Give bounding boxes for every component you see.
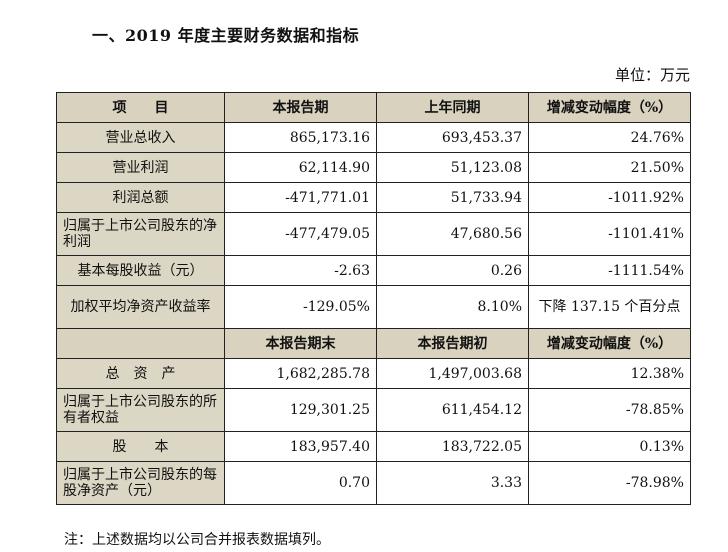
- change-value: 12.38%: [528, 358, 691, 389]
- table-row: 归属于上市公司股东的净利润 -477,479.05 47,680.56 -110…: [56, 212, 691, 256]
- header-period-end: 本报告期末: [224, 328, 377, 359]
- current-value: 62,114.90: [224, 152, 377, 183]
- current-value: -2.63: [224, 255, 377, 286]
- header-item: 项 目: [56, 92, 225, 123]
- section-heading: 一、2019 年度主要财务数据和指标: [92, 26, 360, 45]
- current-value: 0.70: [224, 461, 377, 505]
- row-label: 加权平均净资产收益率: [56, 285, 225, 329]
- table-row: 归属于上市公司股东的每股净资产（元） 0.70 3.33 -78.98%: [56, 461, 691, 505]
- change-value: -78.85%: [528, 388, 691, 432]
- row-label: 归属于上市公司股东的每股净资产（元）: [56, 461, 225, 505]
- row-label: 总 资 产: [56, 358, 225, 389]
- current-value: 129,301.25: [224, 388, 377, 432]
- previous-value: 51,733.94: [376, 182, 529, 213]
- table-row: 归属于上市公司股东的所有者权益 129,301.25 611,454.12 -7…: [56, 388, 691, 432]
- table-header-row: 项 目 本报告期 上年同期 增减变动幅度（%）: [56, 92, 691, 123]
- previous-value: 1,497,003.68: [376, 358, 529, 389]
- previous-value: 51,123.08: [376, 152, 529, 183]
- current-value: 183,957.40: [224, 431, 377, 462]
- row-label: 营业利润: [56, 152, 225, 183]
- row-label: 基本每股收益（元）: [56, 255, 225, 286]
- current-value: -477,479.05: [224, 212, 377, 256]
- change-value: 21.50%: [528, 152, 691, 183]
- current-value: 1,682,285.78: [224, 358, 377, 389]
- change-value: 24.76%: [528, 122, 691, 153]
- previous-value: 693,453.37: [376, 122, 529, 153]
- previous-value: 183,722.05: [376, 431, 529, 462]
- current-value: 865,173.16: [224, 122, 377, 153]
- header-period-start: 本报告期初: [376, 328, 529, 359]
- financial-data-table: 项 目 本报告期 上年同期 增减变动幅度（%） 营业总收入 865,173.16…: [56, 92, 691, 505]
- table-row: 总 资 产 1,682,285.78 1,497,003.68 12.38%: [56, 358, 691, 389]
- header-previous-period: 上年同期: [376, 92, 529, 123]
- header-item: [56, 328, 225, 359]
- row-label: 利润总额: [56, 182, 225, 213]
- footnote: 注：上述数据均以公司合并报表数据填列。: [64, 532, 330, 548]
- change-value: -78.98%: [528, 461, 691, 505]
- change-value: 0.13%: [528, 431, 691, 462]
- change-value: -1011.92%: [528, 182, 691, 213]
- previous-value: 3.33: [376, 461, 529, 505]
- previous-value: 0.26: [376, 255, 529, 286]
- row-label: 营业总收入: [56, 122, 225, 153]
- row-label: 归属于上市公司股东的所有者权益: [56, 388, 225, 432]
- previous-value: 8.10%: [376, 285, 529, 329]
- header-change: 增减变动幅度（%）: [528, 328, 691, 359]
- table-row: 营业总收入 865,173.16 693,453.37 24.76%: [56, 122, 691, 153]
- table-subheader-row: 本报告期末 本报告期初 增减变动幅度（%）: [56, 328, 691, 359]
- table-row: 营业利润 62,114.90 51,123.08 21.50%: [56, 152, 691, 183]
- previous-value: 47,680.56: [376, 212, 529, 256]
- table-row: 基本每股收益（元） -2.63 0.26 -1111.54%: [56, 255, 691, 286]
- current-value: -471,771.01: [224, 182, 377, 213]
- current-value: -129.05%: [224, 285, 377, 329]
- header-current-period: 本报告期: [224, 92, 377, 123]
- change-value: -1111.54%: [528, 255, 691, 286]
- change-value: 下降 137.15 个百分点: [528, 285, 691, 329]
- unit-label: 单位：万元: [614, 66, 690, 84]
- table-row: 利润总额 -471,771.01 51,733.94 -1011.92%: [56, 182, 691, 213]
- header-change: 增减变动幅度（%）: [528, 92, 691, 123]
- change-value: -1101.41%: [528, 212, 691, 256]
- row-label: 股 本: [56, 431, 225, 462]
- previous-value: 611,454.12: [376, 388, 529, 432]
- table-row: 股 本 183,957.40 183,722.05 0.13%: [56, 431, 691, 462]
- table-row: 加权平均净资产收益率 -129.05% 8.10% 下降 137.15 个百分点: [56, 285, 691, 329]
- row-label: 归属于上市公司股东的净利润: [56, 212, 225, 256]
